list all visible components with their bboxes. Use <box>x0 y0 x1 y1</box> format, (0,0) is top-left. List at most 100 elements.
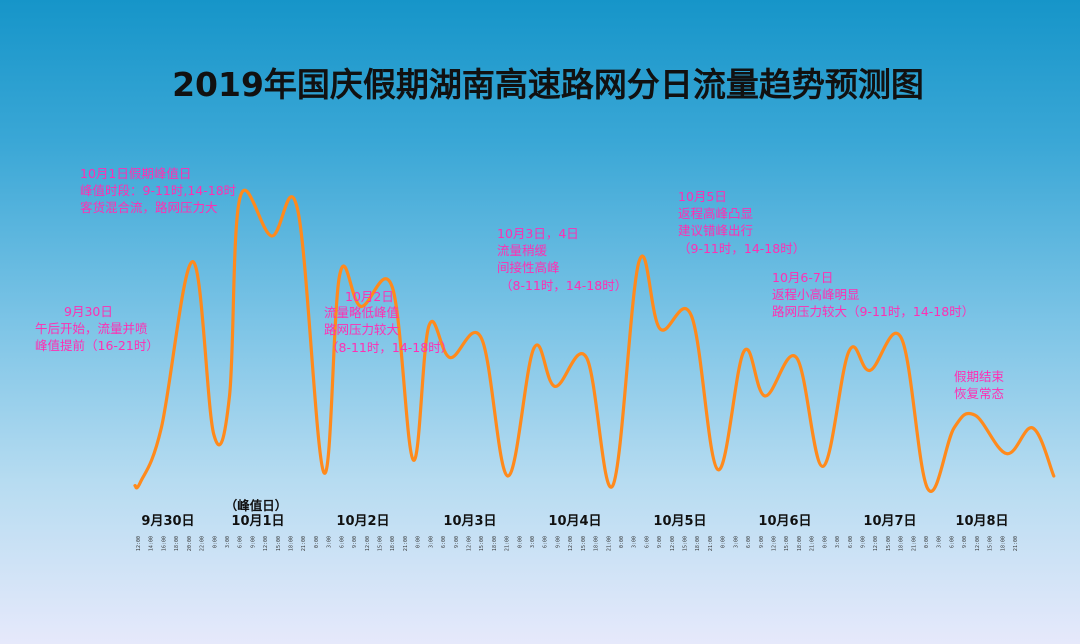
tick-label: 15:00 <box>886 536 892 551</box>
tick-label: 15:00 <box>479 536 485 551</box>
tick-label: 6:00 <box>746 536 752 548</box>
tick-label: 9:00 <box>861 536 867 548</box>
tick-label: 18:00 <box>492 536 498 551</box>
date-label: 10月4日 <box>548 514 601 529</box>
date-label: 10月8日 <box>955 514 1008 529</box>
date-label: 10月6日 <box>758 514 811 529</box>
tick-label: 6:00 <box>949 536 955 548</box>
annotation-line: 峰值提前（16-21时） <box>35 338 159 353</box>
tick-label: 0:00 <box>619 536 625 548</box>
tick-label: 18:00 <box>695 536 701 551</box>
tick-label: 6:00 <box>848 536 854 548</box>
tick-label: 12:00 <box>467 536 473 551</box>
tick-label: 21:00 <box>505 536 511 551</box>
annotation-oct8: 假期结束 恢复常态 <box>954 369 1005 401</box>
annotation-oct3-4: 10月3日，4日 流量稍缓 间接性高峰 （8-11时，14-18时） <box>497 226 627 293</box>
annotation-line: 返程高峰凸显 <box>678 206 753 221</box>
tick-label: 9:00 <box>454 536 460 548</box>
tick-label: 22:00 <box>200 536 206 551</box>
tick-label: 6:00 <box>543 536 549 548</box>
tick-label: 18:00 <box>797 536 803 551</box>
tick-label: 3:00 <box>530 536 536 548</box>
tick-label: 6:00 <box>238 536 244 548</box>
annotation-line: 10月5日 <box>678 189 727 204</box>
tick-label: 21:00 <box>301 536 307 551</box>
tick-label: 12:00 <box>263 536 269 551</box>
annotation-line: 返程小高峰明显 <box>772 287 860 302</box>
tick-label: 16:00 <box>161 536 167 551</box>
annotation-line: （8-11时，14-18时） <box>326 340 453 355</box>
tick-label: 12:00 <box>365 536 371 551</box>
tick-label: 3:00 <box>632 536 638 548</box>
tick-label: 3:00 <box>225 536 231 548</box>
tick-label: 9:00 <box>962 536 968 548</box>
annotation-line: 10月1日假期峰值日 <box>80 166 191 181</box>
tick-label: 15:00 <box>378 536 384 551</box>
tick-label: 0:00 <box>314 536 320 548</box>
tick-label: 15:00 <box>683 536 689 551</box>
chart-title: 2019年国庆假期湖南高速路网分日流量趋势预测图 <box>172 65 924 104</box>
tick-label: 15:00 <box>988 536 994 551</box>
annotation-oct5: 10月5日 返程高峰凸显 建议错峰出行 （9-11时，14-18时） <box>678 189 805 256</box>
tick-label: 3:00 <box>327 536 333 548</box>
tick-label: 0:00 <box>721 536 727 548</box>
annotation-line: 9月30日 <box>64 304 113 319</box>
tick-label: 9:00 <box>657 536 663 548</box>
tick-label: 9:00 <box>250 536 256 548</box>
annotation-line: 间接性高峰 <box>497 260 560 275</box>
annotation-line: （9-11时，14-18时） <box>678 241 805 256</box>
tick-label: 18:00 <box>1000 536 1006 551</box>
tick-label: 6:00 <box>339 536 345 548</box>
tick-label: 15:00 <box>276 536 282 551</box>
tick-label: 0:00 <box>416 536 422 548</box>
tick-label: 12:00 <box>136 536 142 551</box>
tick-label: 21:00 <box>911 536 917 551</box>
annotation-line: （8-11时，14-18时） <box>500 278 627 293</box>
annotation-line: 路网压力较大（9-11时，14-18时） <box>772 304 974 319</box>
date-label: 10月2日 <box>336 514 389 529</box>
tick-label: 21:00 <box>606 536 612 551</box>
tick-label: 12:00 <box>568 536 574 551</box>
tick-label: 0:00 <box>212 536 218 548</box>
tick-label: 12:00 <box>975 536 981 551</box>
x-axis-date-labels: 9月30日 10月1日 10月2日 10月3日 10月4日 10月5日 10月6… <box>141 498 1008 529</box>
tick-label: 18:00 <box>594 536 600 551</box>
tick-label: 0:00 <box>924 536 930 548</box>
annotation-oct2: 10月2日 流量略低峰值 路网压力较大 （8-11时，14-18时） <box>324 289 453 355</box>
date-label: 10月7日 <box>863 514 916 529</box>
tick-label: 12:00 <box>772 536 778 551</box>
annotation-oct6-7: 10月6-7日 返程小高峰明显 路网压力较大（9-11时，14-18时） <box>772 270 974 319</box>
date-label: 10月1日 <box>231 514 284 529</box>
tick-label: 3:00 <box>733 536 739 548</box>
annotation-oct1: 10月1日假期峰值日 峰值时段：9-11时,14-18时 客货混合流，路网压力大 <box>80 166 237 215</box>
tick-label: 3:00 <box>428 536 434 548</box>
annotation-line: 恢复常态 <box>954 386 1004 401</box>
tick-label: 21:00 <box>403 536 409 551</box>
tick-label: 0:00 <box>822 536 828 548</box>
tick-label: 9:00 <box>352 536 358 548</box>
annotation-line: 10月2日 <box>345 289 394 304</box>
tick-label: 15:00 <box>784 536 790 551</box>
tick-label: 21:00 <box>708 536 714 551</box>
peak-day-note: （峰值日） <box>225 498 288 513</box>
annotation-sep30: 9月30日 午后开始，流量并喷 峰值提前（16-21时） <box>35 304 159 353</box>
x-axis-tick-labels: 12:00 14:00 16:00 18:00 20:00 22:00 0:00 3:00 6:… <box>136 536 1019 551</box>
annotation-line: 假期结束 <box>954 369 1005 384</box>
tick-label: 21:00 <box>810 536 816 551</box>
tick-label: 14:00 <box>149 536 155 551</box>
tick-label: 18:00 <box>899 536 905 551</box>
annotation-line: 10月3日，4日 <box>497 226 579 241</box>
tick-label: 21:00 <box>1013 536 1019 551</box>
tick-label: 18:00 <box>390 536 396 551</box>
tick-label: 12:00 <box>873 536 879 551</box>
annotation-line: 路网压力较大 <box>324 322 399 337</box>
date-label: 10月3日 <box>443 514 496 529</box>
tick-label: 3:00 <box>937 536 943 548</box>
annotation-line: 客货混合流，路网压力大 <box>80 200 218 215</box>
annotation-line: 流量略低峰值 <box>324 305 399 320</box>
date-label: 10月5日 <box>653 514 706 529</box>
tick-label: 9:00 <box>759 536 765 548</box>
traffic-trend-line <box>133 188 1056 493</box>
annotation-line: 午后开始，流量并喷 <box>35 321 148 336</box>
tick-label: 18:00 <box>289 536 295 551</box>
